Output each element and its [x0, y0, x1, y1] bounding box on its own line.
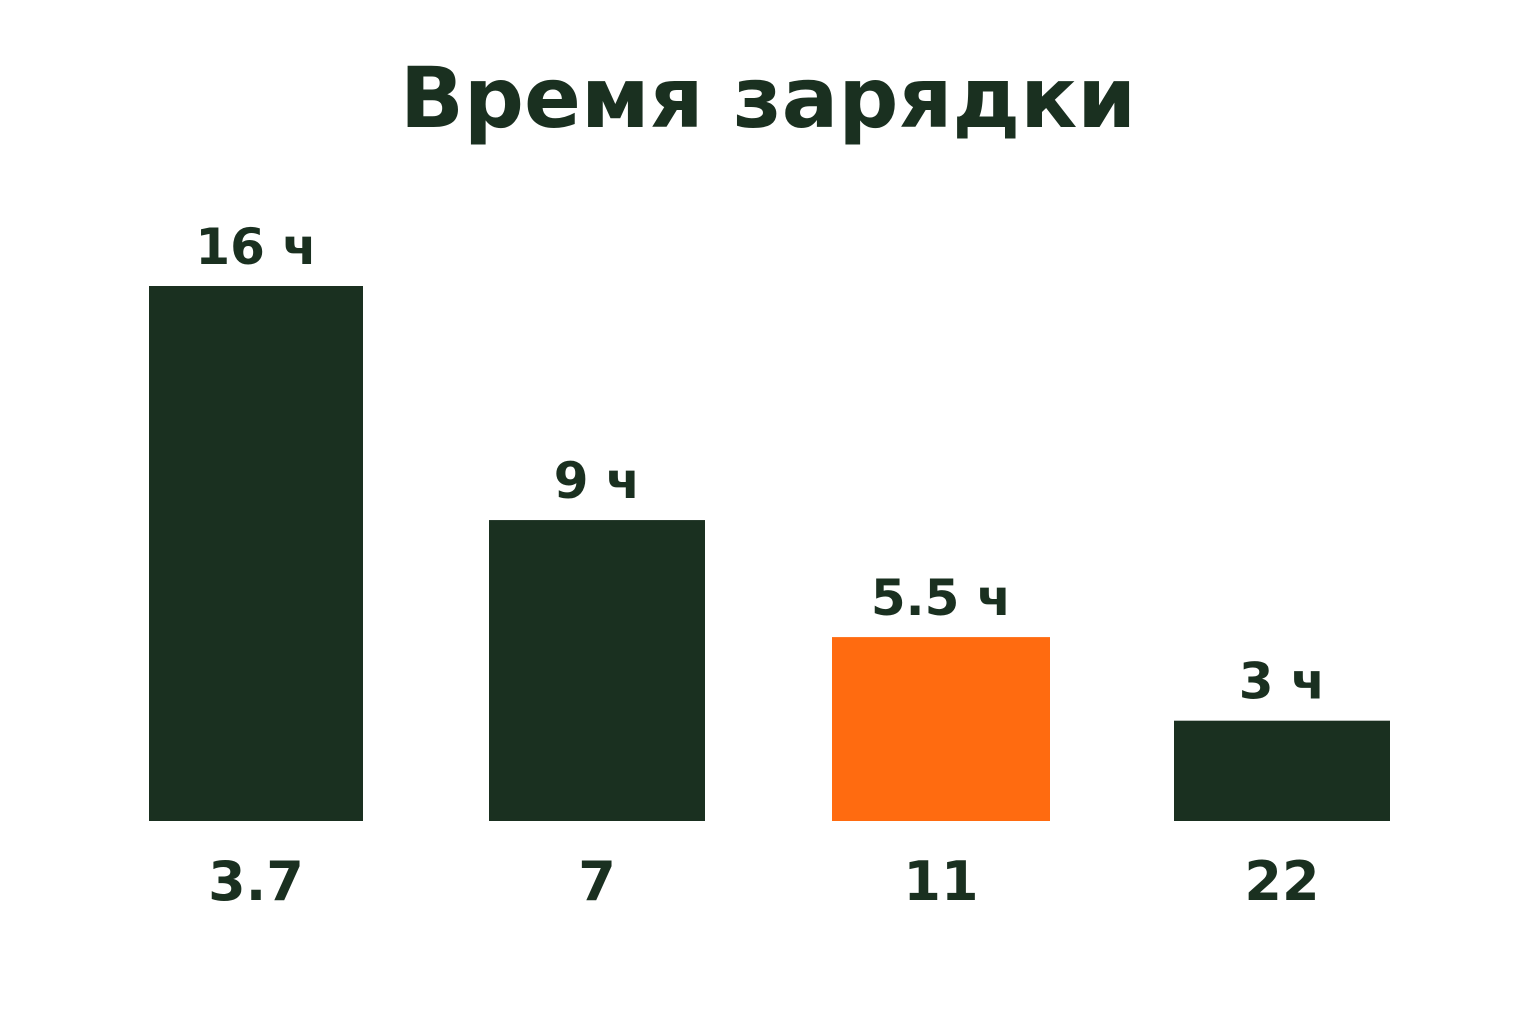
bar-7	[489, 520, 705, 821]
category-label: 7	[578, 850, 616, 913]
bar-22	[1174, 720, 1390, 821]
chart-title: Время зарядки	[399, 49, 1137, 147]
value-label: 16 ч	[195, 218, 316, 276]
value-label: 5.5 ч	[871, 569, 1011, 627]
category-label: 22	[1244, 850, 1319, 913]
value-label: 3 ч	[1239, 653, 1326, 711]
category-label: 3.7	[208, 850, 304, 913]
value-label: 9 ч	[554, 452, 641, 510]
bar-3-7	[149, 286, 363, 821]
category-label: 11	[903, 850, 978, 913]
bar-11	[832, 637, 1050, 821]
